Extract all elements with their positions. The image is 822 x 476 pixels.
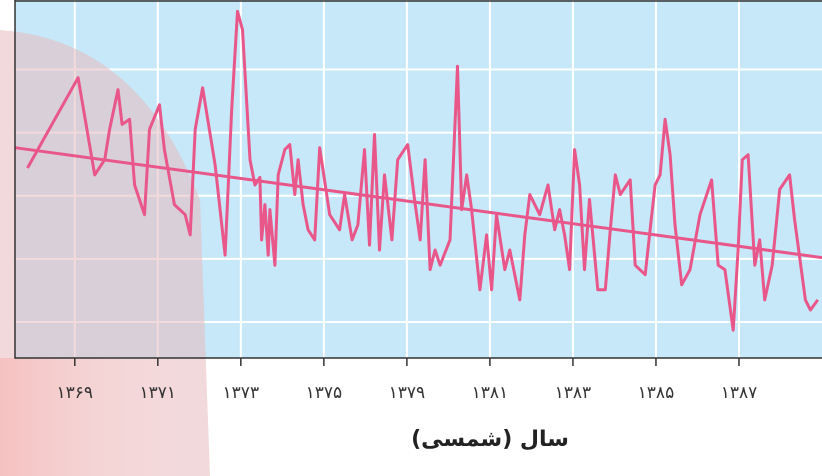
x-tick-label: ۱۳۶۹ (57, 383, 94, 403)
x-tick-label: ۱۳۷۱ (140, 383, 177, 403)
data-line (26, 9, 820, 332)
x-tick-label: ۱۳۸۷ (721, 383, 758, 403)
x-tick-label: ۱۳۸۱ (472, 383, 509, 403)
watermark-lower (0, 358, 210, 476)
axis-frame (14, 0, 822, 359)
x-tick-label: ۱۳۸۳ (555, 383, 592, 403)
x-tick-label: ۱۳۸۵ (638, 383, 675, 403)
marks (14, 9, 822, 332)
x-tick-label: ۱۳۷۳ (223, 383, 260, 403)
x-tick-label: ۱۳۷۵ (306, 383, 343, 403)
trend-line (14, 146, 822, 260)
x-tick-label: ۱۳۷۹ (389, 383, 426, 403)
x-axis-title: سال (شمسی) (411, 427, 569, 452)
